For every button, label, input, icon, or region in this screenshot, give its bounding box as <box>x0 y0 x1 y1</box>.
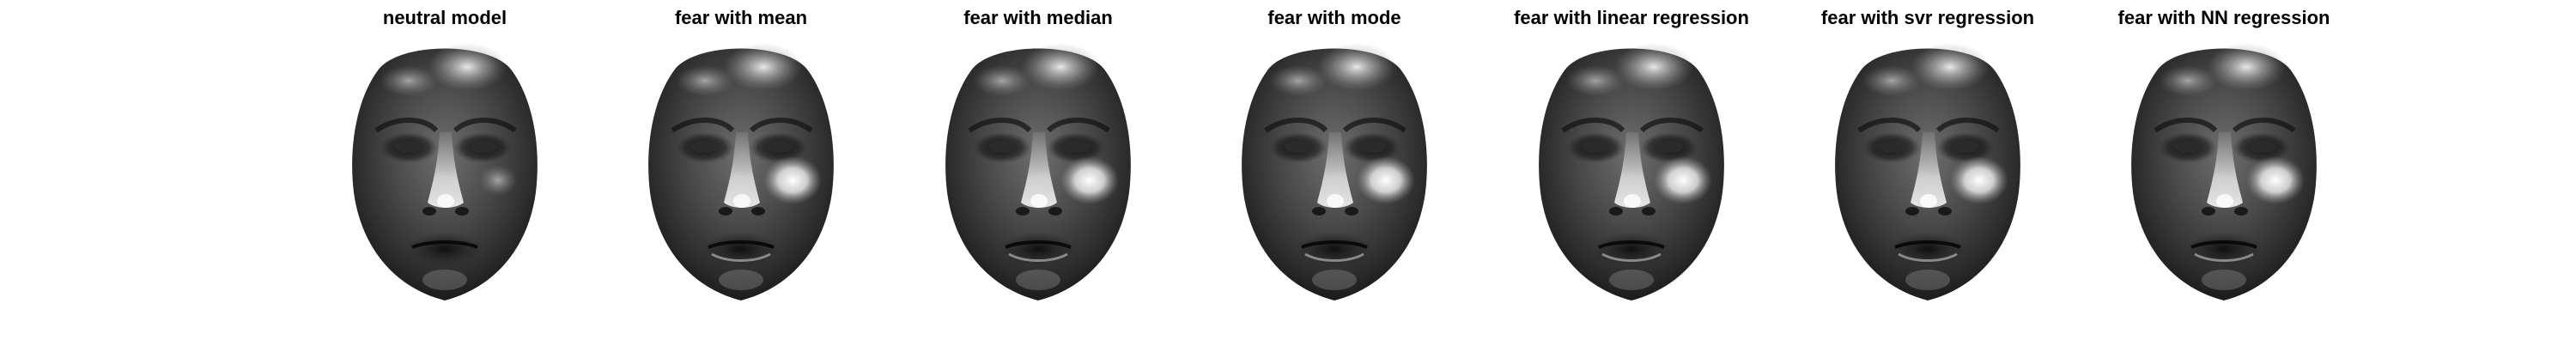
face-render-image <box>1516 29 1747 312</box>
face-render-image <box>330 29 560 312</box>
face-render <box>330 29 560 312</box>
panel-fear-with-nn-regression: fear with NN regression <box>2087 0 2361 358</box>
panel-title: fear with mode <box>1267 7 1401 28</box>
panel-neutral-model: neutral model <box>307 0 582 358</box>
face-render <box>1516 29 1747 312</box>
face-render <box>923 29 1153 312</box>
face-render-image <box>1219 29 1449 312</box>
panel-title: fear with mean <box>674 7 808 28</box>
panel-title: fear with median <box>963 7 1113 28</box>
panel-title: fear with linear regression <box>1514 7 1749 28</box>
face-render-image <box>923 29 1153 312</box>
panel-fear-with-mode: fear with mode <box>1197 0 1472 358</box>
face-render <box>1219 29 1449 312</box>
face-render-image <box>2109 29 2339 312</box>
face-render <box>626 29 856 312</box>
panel-fear-with-svr-regression: fear with svr regression <box>1790 0 2065 358</box>
face-render <box>1813 29 2043 312</box>
face-render <box>2109 29 2339 312</box>
face-render-image <box>1813 29 2043 312</box>
panel-fear-with-linear-regression: fear with linear regression <box>1494 0 1769 358</box>
panel-title: neutral model <box>382 7 507 28</box>
panel-title: fear with NN regression <box>2117 7 2330 28</box>
face-render-image <box>626 29 856 312</box>
panel-title: fear with svr regression <box>1820 7 2035 28</box>
panel-fear-with-mean: fear with mean <box>604 0 878 358</box>
panel-fear-with-median: fear with median <box>901 0 1176 358</box>
